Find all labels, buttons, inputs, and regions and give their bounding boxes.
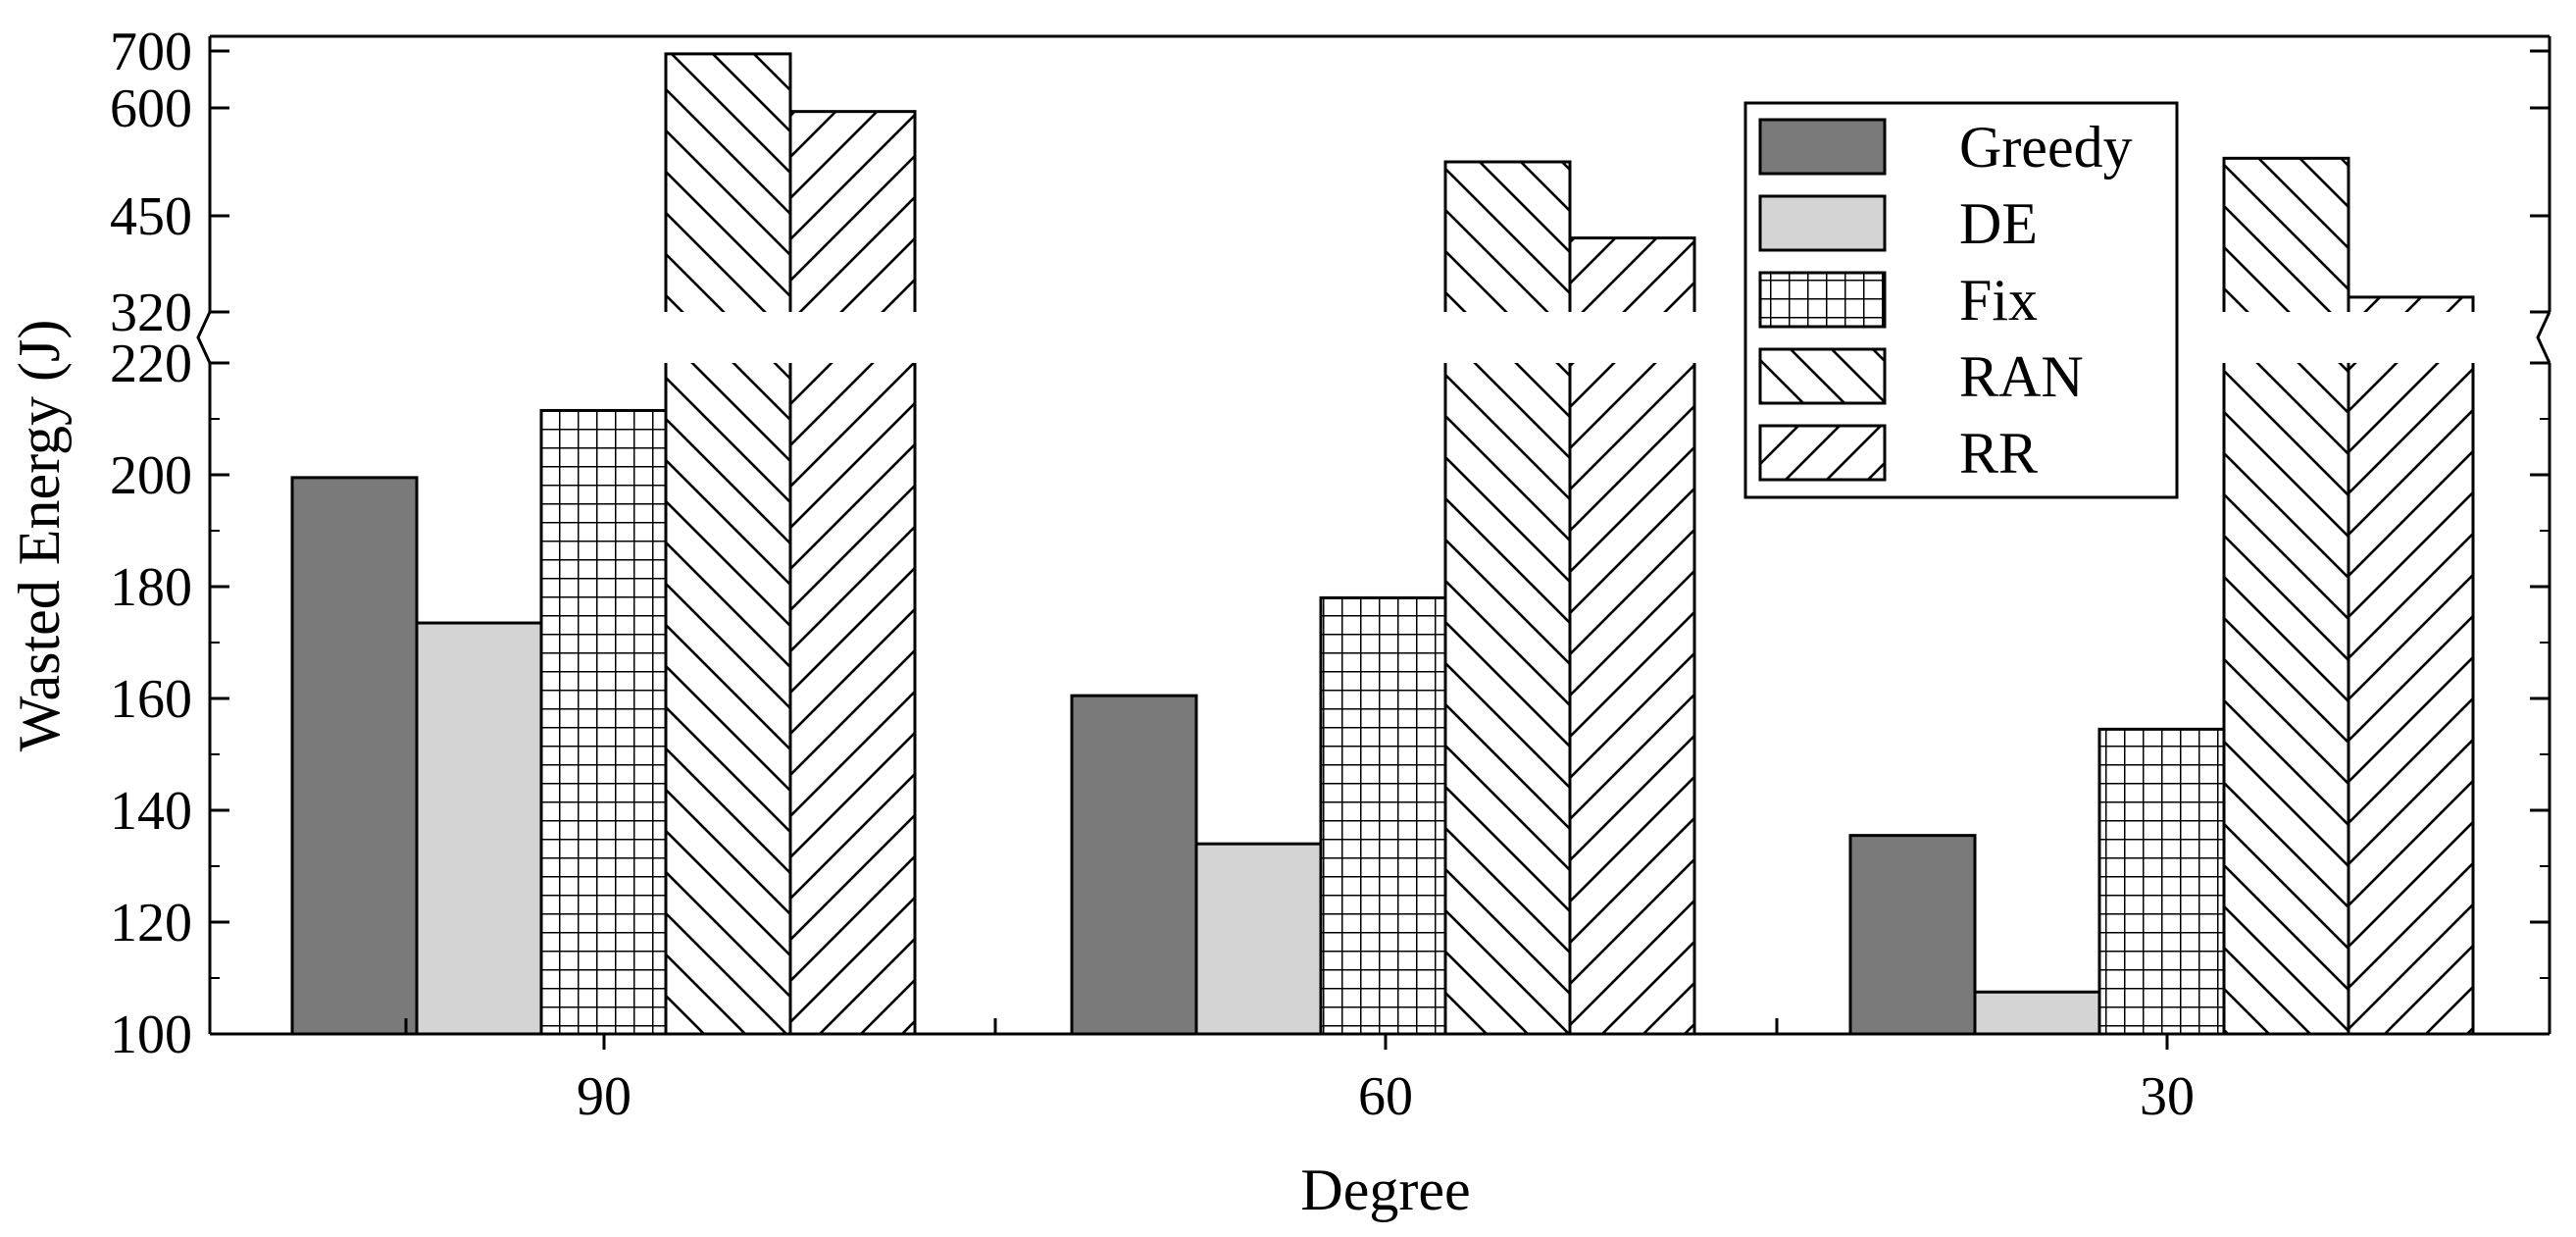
bar-fix-60 bbox=[1319, 595, 1447, 1036]
y-tick-label-160: 160 bbox=[110, 669, 192, 730]
bar-ran-30 bbox=[2222, 156, 2350, 1036]
y-tick-label-140: 140 bbox=[110, 781, 192, 842]
x-tick-label-90: 90 bbox=[577, 1066, 631, 1127]
legend-swatch-greedy bbox=[1758, 118, 1887, 176]
bar-fix-90 bbox=[539, 408, 668, 1036]
bar-greedy-60 bbox=[1070, 694, 1198, 1036]
y-axis-title: Wasted Energy (J) bbox=[7, 320, 72, 752]
y-tick-label-120: 120 bbox=[110, 893, 192, 954]
legend-swatch-rr bbox=[1758, 424, 1887, 482]
x-axis-title: Degree bbox=[1300, 1158, 1470, 1222]
legend: Greedy DE Fix RAN RR bbox=[1743, 101, 2179, 499]
bar-ran-60 bbox=[1443, 160, 1572, 1036]
legend-swatch-de bbox=[1758, 194, 1887, 252]
x-axis-ticks: 90 60 30 bbox=[404, 1018, 2195, 1127]
bar-rr-90 bbox=[788, 110, 917, 1036]
bars-layer bbox=[290, 52, 2475, 1036]
bar-greedy-30 bbox=[1848, 834, 1977, 1036]
y-tick-label-450: 450 bbox=[110, 186, 192, 247]
axis-break-gap bbox=[210, 312, 2550, 363]
bar-de-90 bbox=[415, 621, 543, 1036]
legend-label-fix: Fix bbox=[1959, 268, 2038, 333]
legend-label-greedy: Greedy bbox=[1959, 115, 2133, 180]
y-tick-label-180: 180 bbox=[110, 557, 192, 618]
legend-label-ran: RAN bbox=[1959, 344, 2084, 409]
y-tick-label-600: 600 bbox=[110, 78, 192, 139]
legend-swatch-ran bbox=[1758, 347, 1887, 405]
y-tick-label-700: 700 bbox=[110, 22, 192, 82]
y-tick-label-100: 100 bbox=[110, 1005, 192, 1065]
bar-de-60 bbox=[1194, 842, 1323, 1036]
legend-swatch-fix bbox=[1758, 271, 1887, 329]
legend-label-rr: RR bbox=[1959, 421, 2038, 486]
bar-rr-60 bbox=[1568, 236, 1696, 1036]
bar-de-30 bbox=[1973, 990, 2101, 1036]
legend-label-de: DE bbox=[1959, 191, 2038, 256]
y-tick-label-320: 320 bbox=[110, 283, 192, 343]
x-tick-label-60: 60 bbox=[1358, 1066, 1413, 1127]
y-tick-label-200: 200 bbox=[110, 445, 192, 506]
bar-ran-90 bbox=[664, 52, 792, 1036]
y-tick-label-220: 220 bbox=[110, 334, 192, 394]
x-tick-label-30: 30 bbox=[2140, 1066, 2195, 1127]
bar-rr-30 bbox=[2347, 295, 2475, 1036]
bar-greedy-90 bbox=[290, 476, 419, 1036]
bar-fix-30 bbox=[2097, 727, 2226, 1036]
